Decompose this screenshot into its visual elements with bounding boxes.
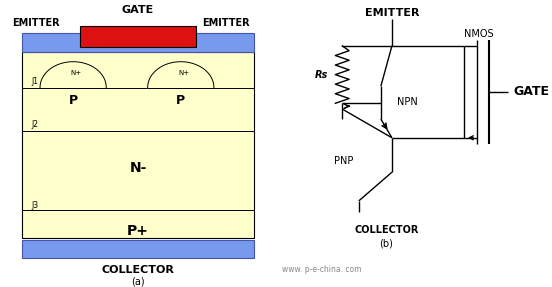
Text: NMOS: NMOS: [464, 30, 493, 39]
Text: (a): (a): [131, 276, 145, 286]
Text: COLLECTOR: COLLECTOR: [354, 225, 418, 234]
Text: PNP: PNP: [334, 156, 353, 166]
Text: J1: J1: [32, 77, 39, 86]
Text: www. p-e-china. com: www. p-e-china. com: [282, 265, 361, 274]
Bar: [80, 26, 196, 47]
Text: N+: N+: [178, 70, 189, 76]
Text: P: P: [176, 94, 185, 107]
Text: (b): (b): [379, 239, 394, 249]
Text: EMITTER: EMITTER: [203, 18, 250, 28]
Text: J2: J2: [32, 120, 39, 129]
Polygon shape: [40, 62, 106, 88]
Bar: [22, 240, 254, 258]
Text: P+: P+: [127, 224, 149, 238]
Text: GATE: GATE: [122, 5, 154, 15]
Text: EMITTER: EMITTER: [365, 8, 419, 18]
Text: Rs: Rs: [315, 70, 328, 79]
Polygon shape: [148, 62, 214, 88]
Text: EMITTER: EMITTER: [12, 18, 60, 28]
Text: P: P: [68, 94, 78, 107]
Text: J3: J3: [32, 201, 39, 210]
Bar: [22, 33, 254, 52]
Text: N-: N-: [129, 161, 147, 175]
Text: GATE: GATE: [513, 85, 549, 98]
Text: COLLECTOR: COLLECTOR: [102, 265, 174, 275]
Bar: [22, 52, 254, 238]
Text: N+: N+: [70, 70, 82, 76]
Text: NPN: NPN: [397, 97, 418, 107]
